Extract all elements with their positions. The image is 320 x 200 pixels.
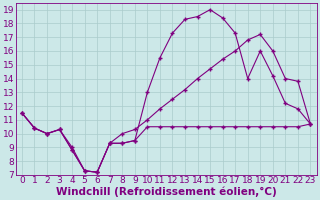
X-axis label: Windchill (Refroidissement éolien,°C): Windchill (Refroidissement éolien,°C) (56, 187, 276, 197)
